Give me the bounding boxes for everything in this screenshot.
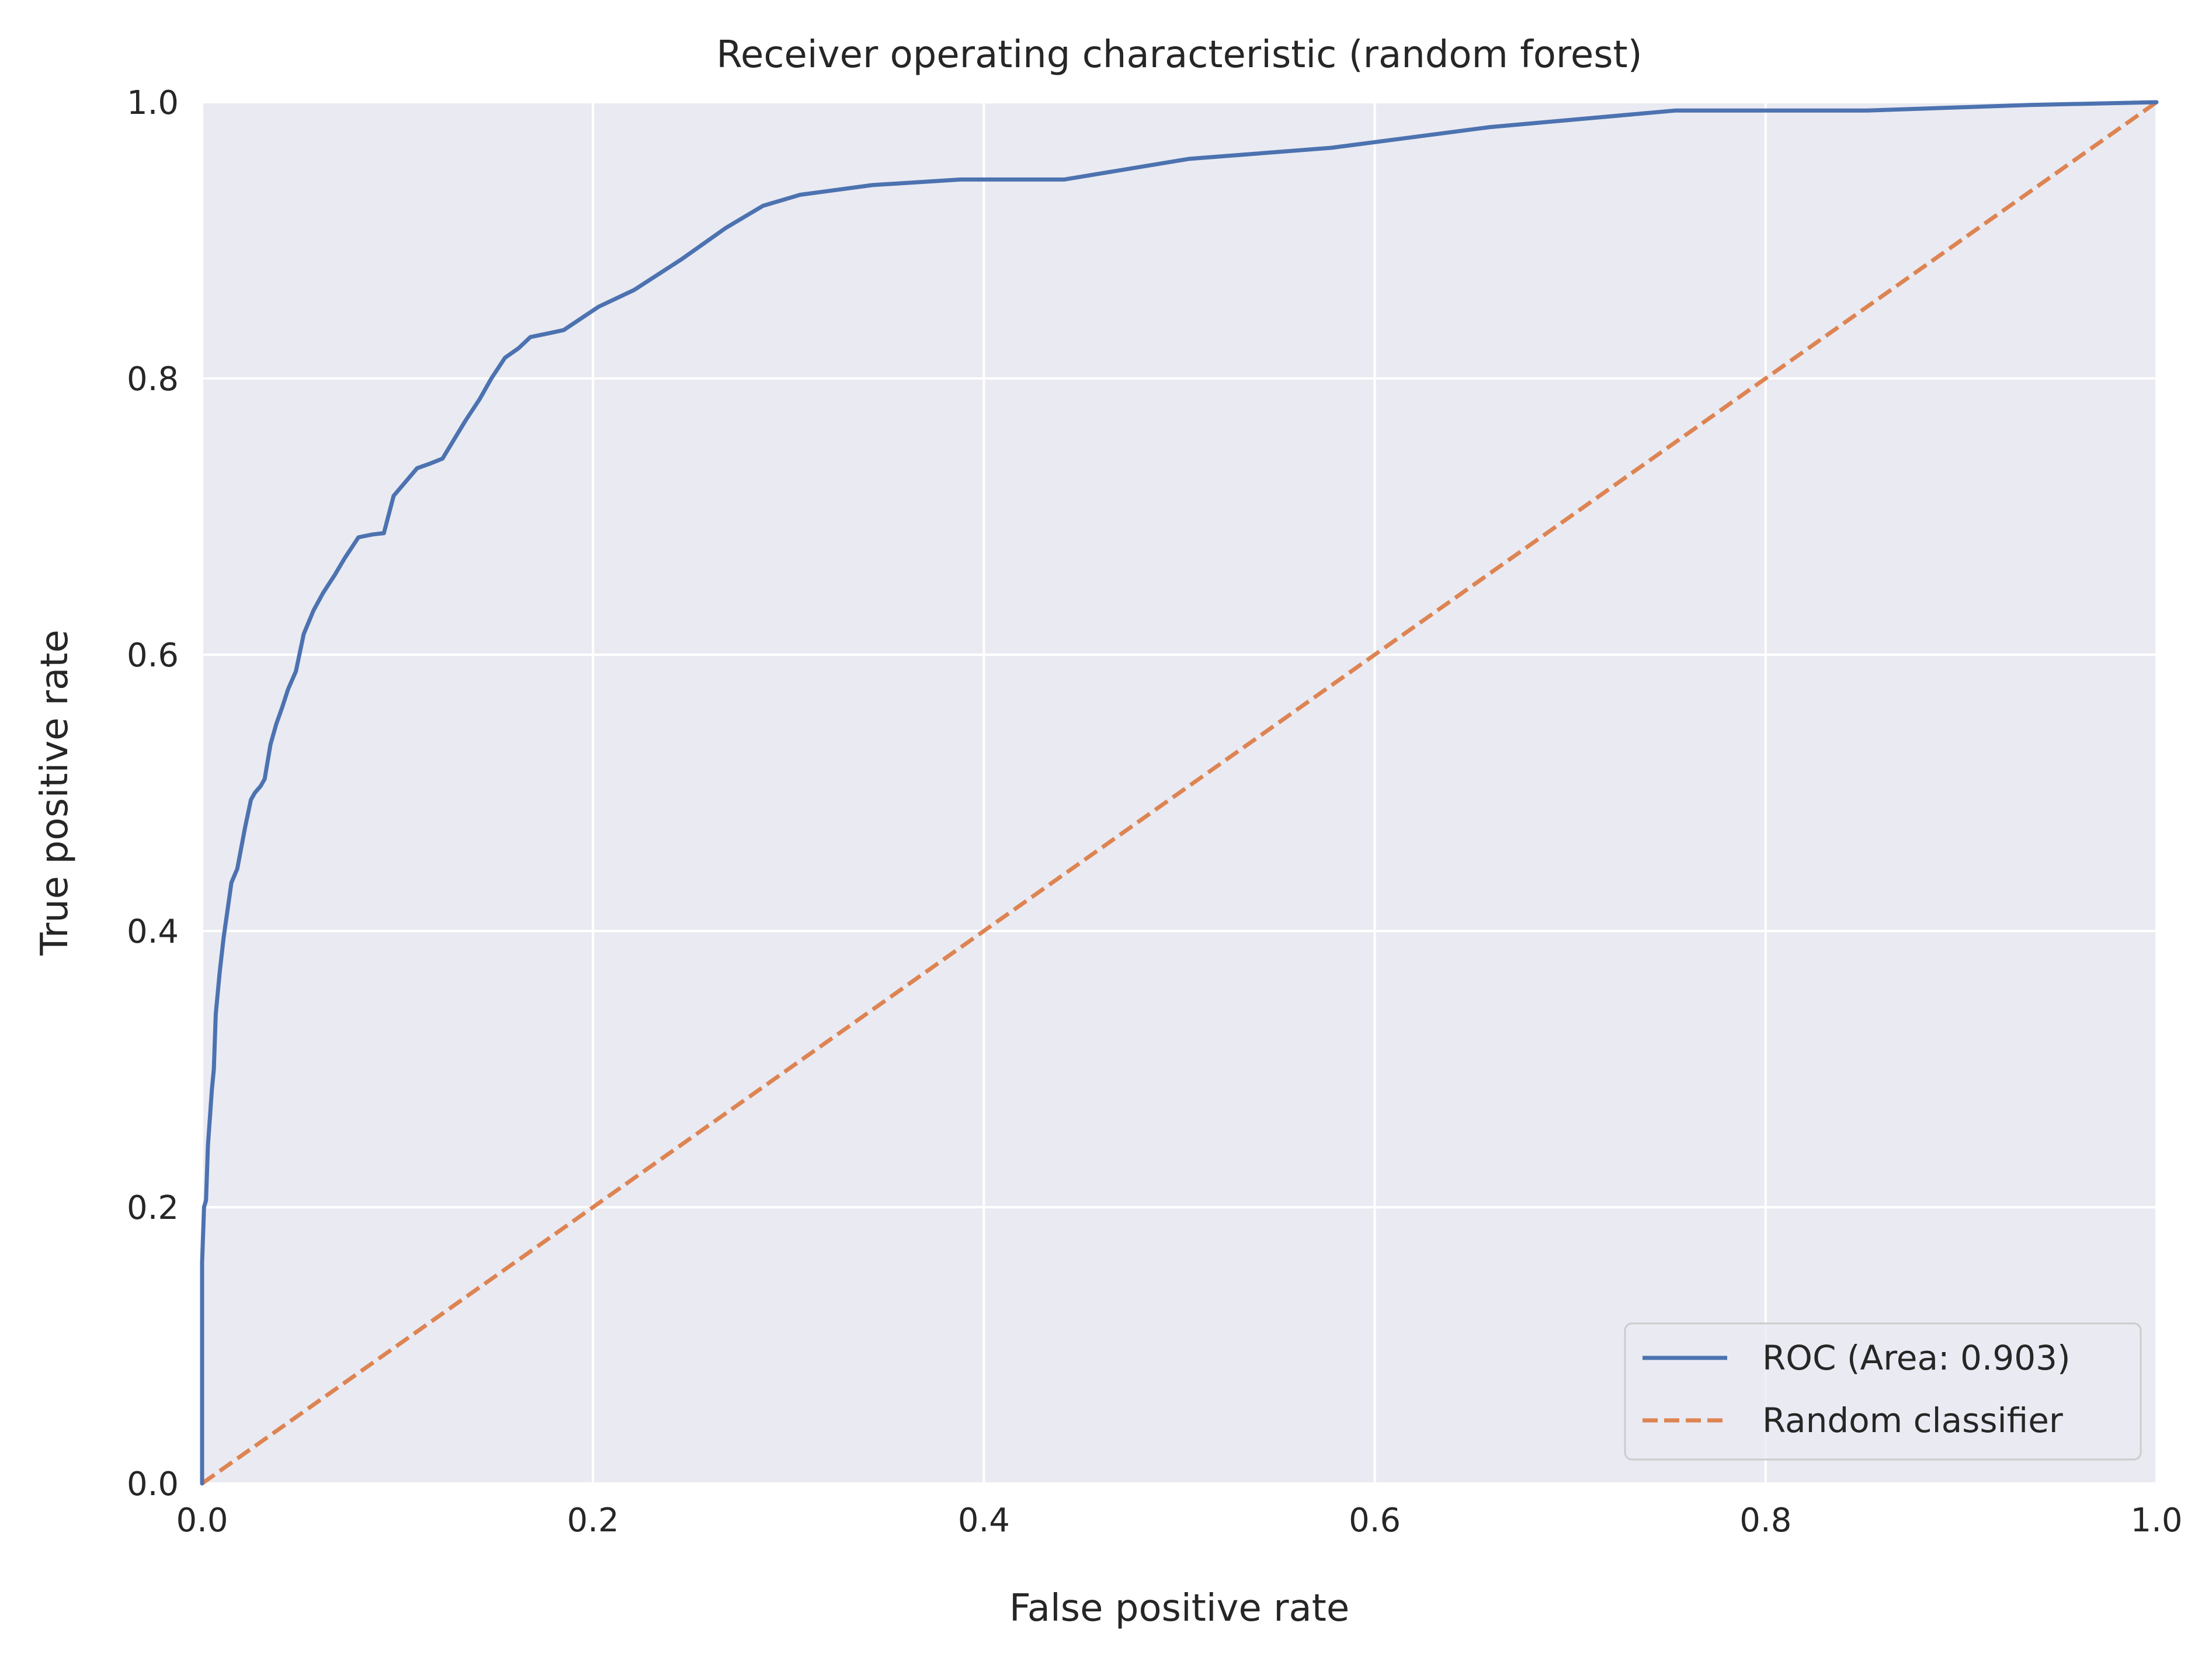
random-classifier-line	[200, 100, 2158, 1485]
series-layer	[200, 100, 2159, 1486]
tick-labels: 0.0 0.2 0.4 0.6 0.8 1.0 0.0 0.2 0.4 0.6 0.8 1.0	[127, 84, 2183, 1540]
x-tick-label: 0.8	[1739, 1502, 1791, 1540]
x-tick-label: 1.0	[2130, 1502, 2182, 1540]
legend-label-random: Random classifier	[1762, 1401, 2063, 1440]
x-tick-label: 0.4	[958, 1502, 1010, 1540]
y-tick-label: 1.0	[127, 84, 179, 122]
chart-title: Receiver operating characteristic (rando…	[716, 33, 1642, 77]
grid-lines	[201, 101, 2158, 1485]
y-tick-label: 0.4	[127, 913, 179, 951]
x-tick-label: 0.6	[1349, 1502, 1401, 1540]
x-tick-label: 0.2	[567, 1502, 619, 1540]
roc-curve-line	[200, 100, 2159, 1486]
y-tick-label: 0.8	[127, 360, 179, 398]
y-axis-label: True positive rate	[33, 630, 77, 956]
y-tick-label: 0.2	[127, 1189, 179, 1227]
legend: ROC (Area: 0.903) Random classifier	[1624, 1322, 2142, 1461]
legend-label-roc: ROC (Area: 0.903)	[1762, 1338, 2071, 1378]
y-tick-label: 0.6	[127, 637, 179, 675]
x-tick-label: 0.0	[176, 1502, 228, 1540]
legend-box	[1624, 1322, 2142, 1461]
y-tick-label: 0.0	[127, 1465, 179, 1503]
x-axis-label: False positive rate	[1009, 1587, 1349, 1630]
